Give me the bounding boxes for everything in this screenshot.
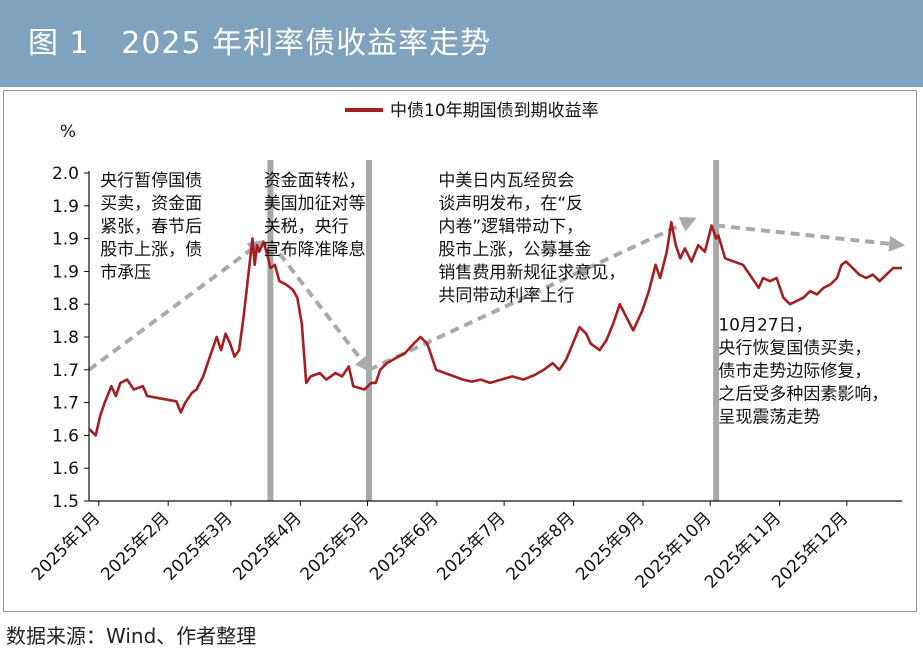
y-tick-label: 1.7 <box>52 361 79 381</box>
y-axis-label: % <box>60 122 76 142</box>
trend-arrow <box>268 240 371 373</box>
trend-arrow <box>87 239 265 372</box>
y-tick-label: 1.6 <box>52 426 79 446</box>
yield-line-chart: 1.5 1.6 1.6 1.7 1.7 1.8 1.8 1.9 1.9 1.9 2.0% 2025年1… <box>28 101 906 592</box>
figure-header: 图 1 2025 年利率债收益率走势 <box>0 0 923 87</box>
x-tick-label: 2025年5月 <box>297 508 373 584</box>
y-tick-label: 1.5 <box>52 492 79 512</box>
y-tick-label: 2.0 <box>52 164 79 184</box>
y-tick-label: 1.8 <box>52 295 79 315</box>
y-tick-label: 1.9 <box>52 197 79 217</box>
x-tick-label: 2025年1月 <box>28 508 104 584</box>
y-tick-label: 1.6 <box>52 459 79 479</box>
x-tick-label: 2025年7月 <box>433 508 509 584</box>
y-tick-label: 1.7 <box>52 394 79 414</box>
event-annotation: 资金面转松，美国加征对等关税，央行宣布降准降息 <box>264 171 366 260</box>
event-annotation: 中美日内瓦经贸会谈声明发布，在“反内卷”逻辑带动下，股市上涨，公募基金销售费用新… <box>438 171 625 306</box>
data-source-note: 数据来源：Wind、作者整理 <box>6 624 257 648</box>
x-tick-label: 2025年8月 <box>503 508 579 584</box>
y-tick-label: 1.9 <box>52 262 79 282</box>
x-tick-label: 2025年6月 <box>366 508 442 584</box>
figure-title: 图 1 2025 年利率债收益率走势 <box>28 26 492 61</box>
trend-arrow <box>715 223 906 252</box>
chart-frame <box>3 90 917 612</box>
event-annotation: 央行暂停国债买卖，资金面紧张，春节后股市上涨，债市承压 <box>100 171 202 283</box>
y-tick-label: 1.9 <box>52 230 79 250</box>
event-annotation: 10月27日，央行恢复国债买卖，债市走势边际修复，之后受多种因素影响，呈现震荡走… <box>718 315 888 427</box>
yield-series-line <box>88 220 902 437</box>
y-tick-label: 1.8 <box>52 328 79 348</box>
legend-label: 中债10年期国债到期收益率 <box>390 101 599 121</box>
x-tick-label: 2025年3月 <box>160 508 236 584</box>
x-tick-label: 2025年4月 <box>229 508 305 584</box>
